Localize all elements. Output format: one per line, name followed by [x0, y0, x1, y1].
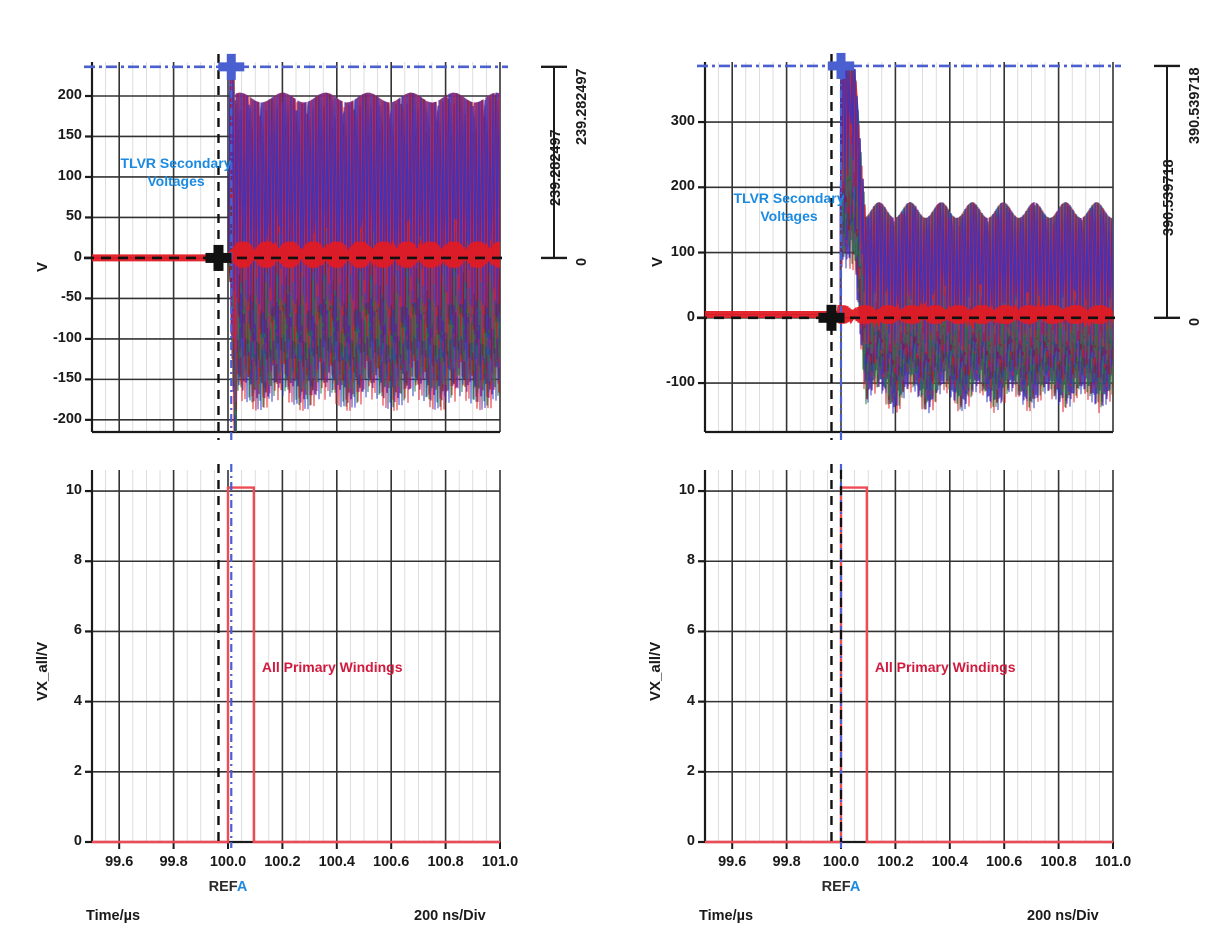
- xtick-label: 99.8: [772, 854, 801, 870]
- top-ytick-label: 150: [57, 127, 82, 144]
- xtick-label: 99.8: [159, 854, 188, 870]
- black-cross-cursor-icon: [205, 244, 232, 271]
- bottom-ytick-label: 4: [686, 692, 695, 709]
- cursor-bottom-value-label: 0: [574, 257, 590, 266]
- top-ytick-label: 100: [57, 167, 82, 184]
- ref-prefix: REF: [208, 879, 237, 895]
- xtick-label: 100.4: [318, 854, 355, 870]
- bottom-ytick-label: 10: [678, 482, 695, 499]
- bottom-ytick-label: 2: [73, 762, 82, 779]
- annotation-line-1: TLVR Secondary: [120, 155, 232, 171]
- bottom-ytick-label: 8: [686, 552, 695, 569]
- bottom-ytick-label: 2: [686, 762, 695, 779]
- top-ytick-label: -50: [61, 289, 82, 306]
- top-chart-ylabel: V: [649, 256, 666, 267]
- blue-cross-cursor-icon: [828, 52, 854, 79]
- annotation-line-2: Voltages: [147, 172, 205, 189]
- xtick-label: 100.6: [986, 854, 1023, 870]
- ref-suffix: A: [849, 879, 861, 895]
- bottom-chart-ylabel: VX_all/V: [647, 641, 664, 701]
- ref-marker-label: REFA: [188, 879, 268, 895]
- top-chart-b: [697, 52, 1180, 440]
- bottom-chart-ylabel: VX_all/V: [34, 641, 51, 701]
- all-primary-windings-annotation: All Primary Windings: [261, 658, 403, 675]
- top-chart-ylabel: V: [34, 261, 51, 272]
- xtick-label: 100.2: [264, 854, 301, 870]
- bottom-ytick-label: 6: [686, 622, 695, 639]
- cursor-delta-value-label: 390.539718: [1161, 159, 1177, 236]
- xtick-label: 101.0: [1094, 854, 1132, 870]
- xtick-label: 100.8: [1040, 854, 1077, 870]
- tlvr-secondary-voltages-annotation: TLVR Secondary Voltages: [97, 155, 255, 190]
- xtick-label: 100.8: [427, 854, 464, 870]
- panel-a: -200 -150 -100 -50 0 50 100 150 200 V TLVR Seconda…: [34, 53, 590, 924]
- secondary-voltage-traces-a: [92, 70, 500, 432]
- top-chart-a: [84, 53, 567, 440]
- xtick-label: 100.4: [931, 854, 968, 870]
- xtick-label: 99.6: [105, 854, 134, 870]
- annotation-line-2: Voltages: [760, 207, 818, 224]
- time-axis-label: Time/µs: [86, 908, 141, 924]
- black-cross-cursor-icon: [818, 304, 845, 331]
- top-ytick-label: -200: [52, 410, 82, 427]
- bottom-ytick-label: 0: [73, 833, 82, 849]
- xtick-label: 100.0: [822, 854, 860, 870]
- panel-b: -100 0 100 200 300 V TLVR Secondary Voltages 390…: [613, 0, 1227, 940]
- xtick-label: 100.0: [209, 854, 247, 870]
- annotation-line-1: TLVR Secondary: [733, 190, 845, 206]
- bottom-ytick-label: 4: [73, 692, 82, 709]
- xtick-label: 100.6: [373, 854, 410, 870]
- ref-marker-label: REFA: [801, 879, 881, 895]
- bottom-chart-b: [698, 464, 1114, 849]
- top-ytick-label: 0: [686, 308, 695, 325]
- ref-prefix: REF: [821, 879, 850, 895]
- top-ytick-label: -150: [52, 370, 82, 387]
- xtick-label: 100.2: [877, 854, 914, 870]
- top-ytick-label: 300: [670, 113, 695, 130]
- all-primary-windings-annotation: All Primary Windings: [874, 658, 1016, 675]
- cursor-bottom-value-label: 0: [1187, 317, 1203, 326]
- tlvr-secondary-voltages-annotation: TLVR Secondary Voltages: [710, 190, 868, 225]
- xtick-label: 99.6: [718, 854, 747, 870]
- top-ytick-label: 200: [670, 178, 695, 195]
- bottom-ytick-label: 0: [686, 833, 695, 849]
- top-ytick-label: -100: [665, 374, 695, 391]
- bottom-ytick-label: 8: [73, 552, 82, 569]
- time-per-div-label: 200 ns/Div: [1027, 908, 1099, 924]
- bottom-ytick-label: 10: [65, 482, 82, 499]
- time-axis-label: Time/µs: [699, 908, 754, 924]
- top-ytick-label: 0: [73, 248, 82, 265]
- top-ytick-label: 200: [57, 87, 82, 103]
- blue-cross-cursor-icon: [218, 53, 245, 80]
- panel-b-svg: [697, 52, 1180, 849]
- top-ytick-label: -100: [52, 329, 82, 346]
- cursor-top-value-label: 390.539718: [1187, 67, 1203, 144]
- bottom-chart-a: [85, 464, 501, 849]
- xtick-label: 101.0: [481, 854, 519, 870]
- panel-a-svg: [84, 53, 567, 849]
- ref-suffix: A: [236, 879, 248, 895]
- secondary-voltage-traces-b: [705, 68, 1113, 414]
- cursor-delta-value-label: 239.282497: [548, 129, 564, 207]
- bottom-ytick-label: 6: [73, 622, 82, 639]
- cursor-top-value-label: 239.282497: [574, 68, 590, 145]
- top-ytick-label: 100: [670, 243, 695, 260]
- time-per-div-label: 200 ns/Div: [414, 908, 486, 924]
- top-ytick-label: 50: [65, 208, 82, 225]
